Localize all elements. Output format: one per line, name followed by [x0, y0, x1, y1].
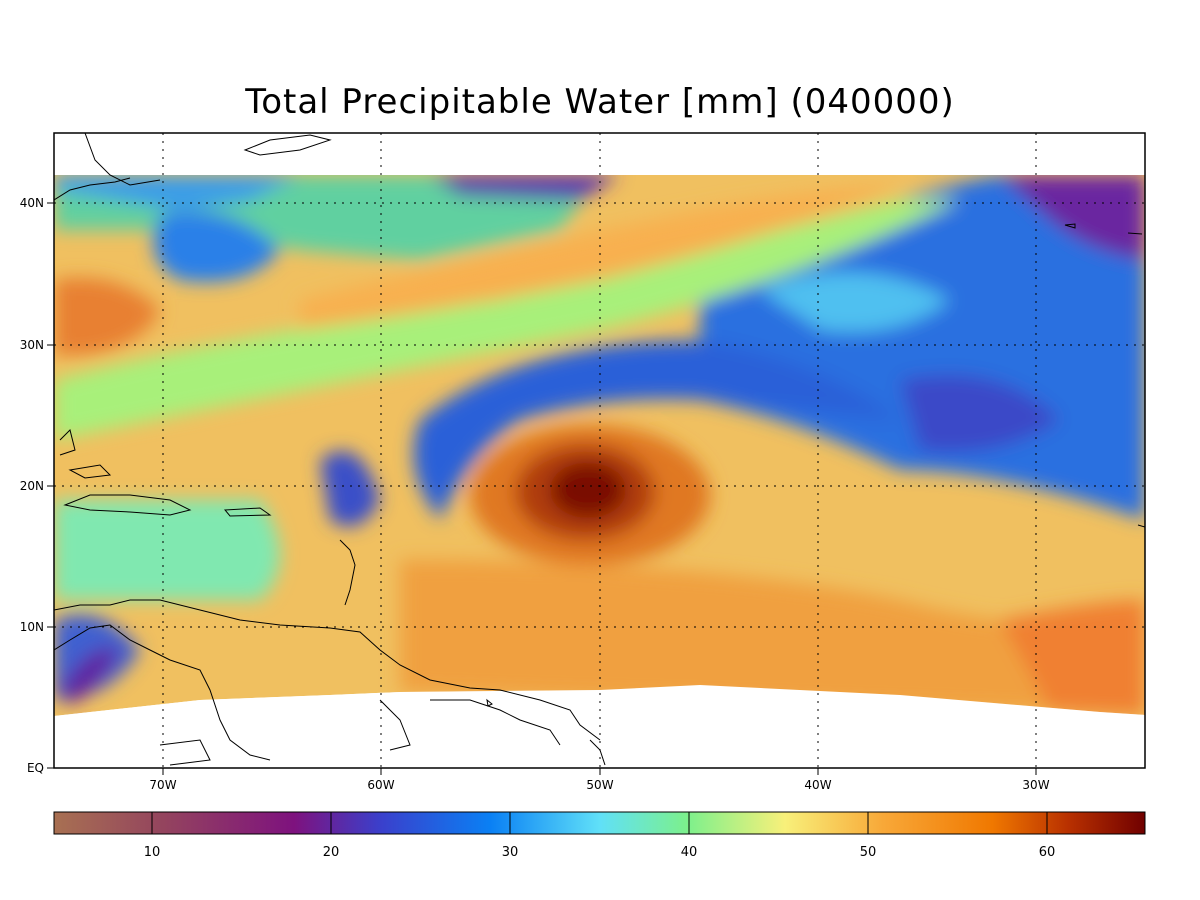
lat-label-40n: 40N: [19, 196, 44, 210]
coastlines: [54, 133, 1145, 766]
lat-label-20n: 20N: [19, 479, 44, 493]
colorbar: [53, 811, 1146, 835]
gridlines: [54, 133, 1145, 768]
colorbar-label-40: 40: [680, 845, 698, 860]
colorbar-label-20: 20: [322, 845, 340, 860]
lon-label-60w: 60W: [367, 778, 395, 792]
colorbar-label-60: 60: [1038, 845, 1056, 860]
tpw-field: [54, 133, 1145, 768]
lat-label-30n: 30N: [19, 338, 44, 352]
map-title: Total Precipitable Water [mm] (040000): [245, 82, 955, 122]
colorbar-label-10: 10: [143, 845, 161, 860]
lat-label-10n: 10N: [19, 620, 44, 634]
colorbar-label-30: 30: [501, 845, 519, 860]
lon-label-50w: 50W: [586, 778, 614, 792]
tick-marks: [47, 202, 1037, 775]
lon-label-70w: 70W: [149, 778, 177, 792]
colorbar-ticks: [151, 812, 1048, 834]
lon-label-40w: 40W: [804, 778, 832, 792]
colorbar-label-50: 50: [859, 845, 877, 860]
lon-label-30w: 30W: [1022, 778, 1050, 792]
lat-label-eq: EQ: [26, 761, 44, 775]
map-border: [53, 132, 1146, 769]
